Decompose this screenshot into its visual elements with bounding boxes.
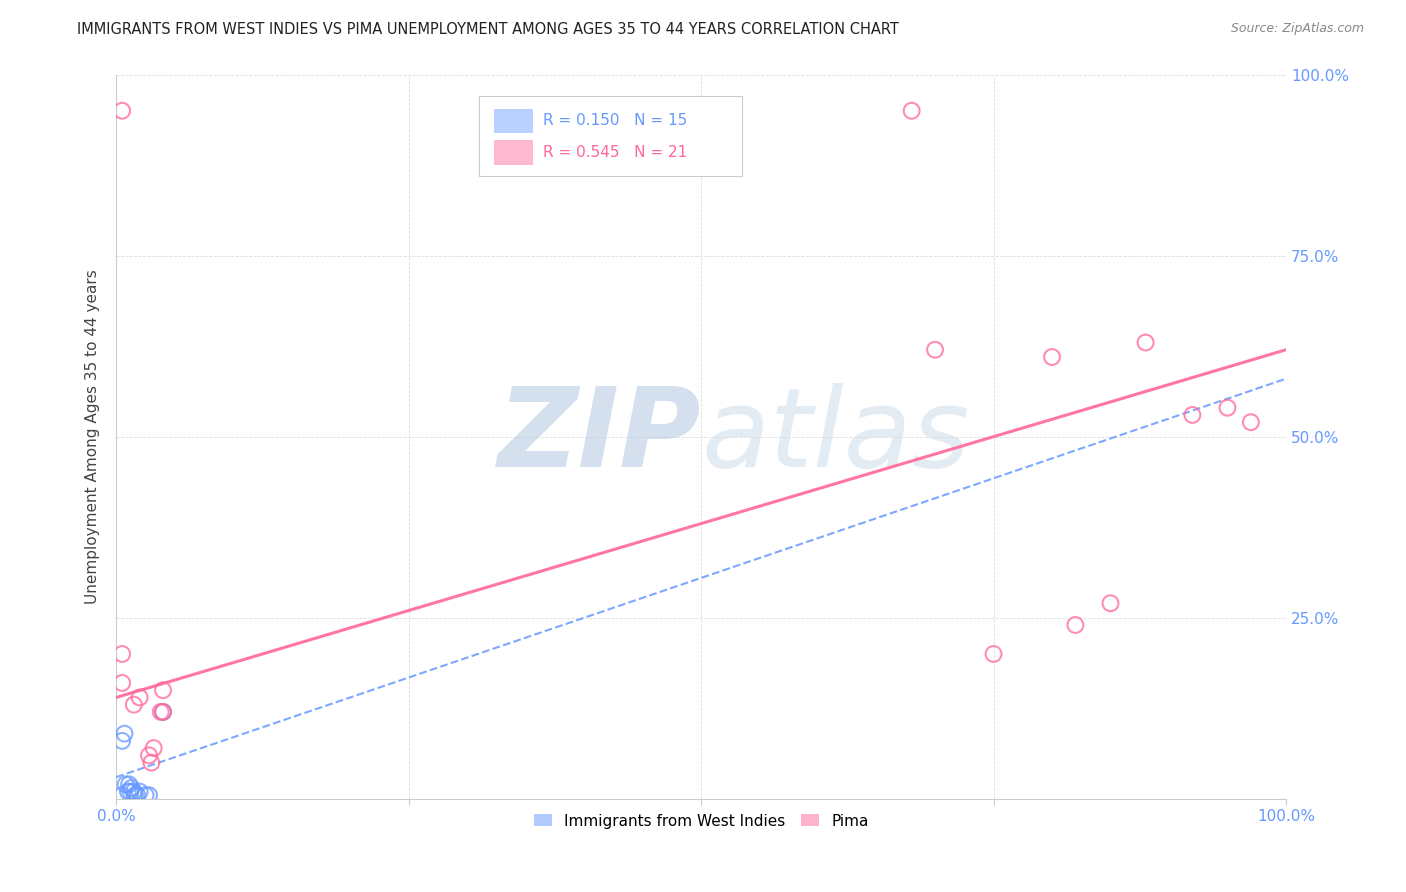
Point (127, 788, 149, 802)
Point (900, 103, 922, 118)
Y-axis label: Unemployment Among Ages 35 to 44 years: Unemployment Among Ages 35 to 44 years (86, 269, 100, 604)
Text: atlas: atlas (702, 384, 970, 491)
Point (121, 780, 143, 795)
Point (1135, 335, 1157, 350)
Text: R = 0.150   N = 15: R = 0.150 N = 15 (543, 112, 688, 128)
Text: ZIP: ZIP (498, 384, 702, 491)
Point (111, 734, 134, 748)
Point (111, 647, 134, 661)
Text: R = 0.545   N = 21: R = 0.545 N = 21 (543, 145, 688, 160)
Point (152, 705, 174, 719)
Legend: Immigrants from West Indies, Pima: Immigrants from West Indies, Pima (527, 807, 875, 835)
Point (120, 784, 142, 798)
Text: IMMIGRANTS FROM WEST INDIES VS PIMA UNEMPLOYMENT AMONG AGES 35 TO 44 YEARS CORRE: IMMIGRANTS FROM WEST INDIES VS PIMA UNEM… (77, 22, 900, 37)
Point (983, 647, 1005, 661)
Point (1216, 401, 1239, 415)
Point (1040, 350, 1063, 364)
Point (114, 777, 136, 791)
Point (1181, 408, 1204, 422)
Point (149, 705, 172, 719)
Point (134, 788, 156, 802)
Point (152, 683, 174, 698)
Point (111, 788, 134, 802)
Point (1099, 596, 1122, 610)
Point (138, 748, 160, 763)
Bar (494, 109, 531, 132)
Point (152, 705, 174, 719)
Point (118, 777, 141, 791)
Point (124, 788, 146, 802)
Point (128, 784, 150, 798)
Point (141, 756, 163, 770)
Point (138, 788, 160, 802)
Text: Source: ZipAtlas.com: Source: ZipAtlas.com (1230, 22, 1364, 36)
Point (924, 343, 946, 357)
Point (122, 698, 145, 712)
FancyBboxPatch shape (479, 96, 742, 176)
Point (128, 690, 150, 705)
Point (111, 103, 134, 118)
Point (122, 784, 145, 798)
Point (142, 741, 165, 756)
Point (114, 726, 136, 740)
Point (117, 784, 139, 798)
Point (1240, 415, 1263, 429)
Point (1064, 618, 1087, 632)
Bar (494, 140, 531, 163)
Point (111, 676, 134, 690)
